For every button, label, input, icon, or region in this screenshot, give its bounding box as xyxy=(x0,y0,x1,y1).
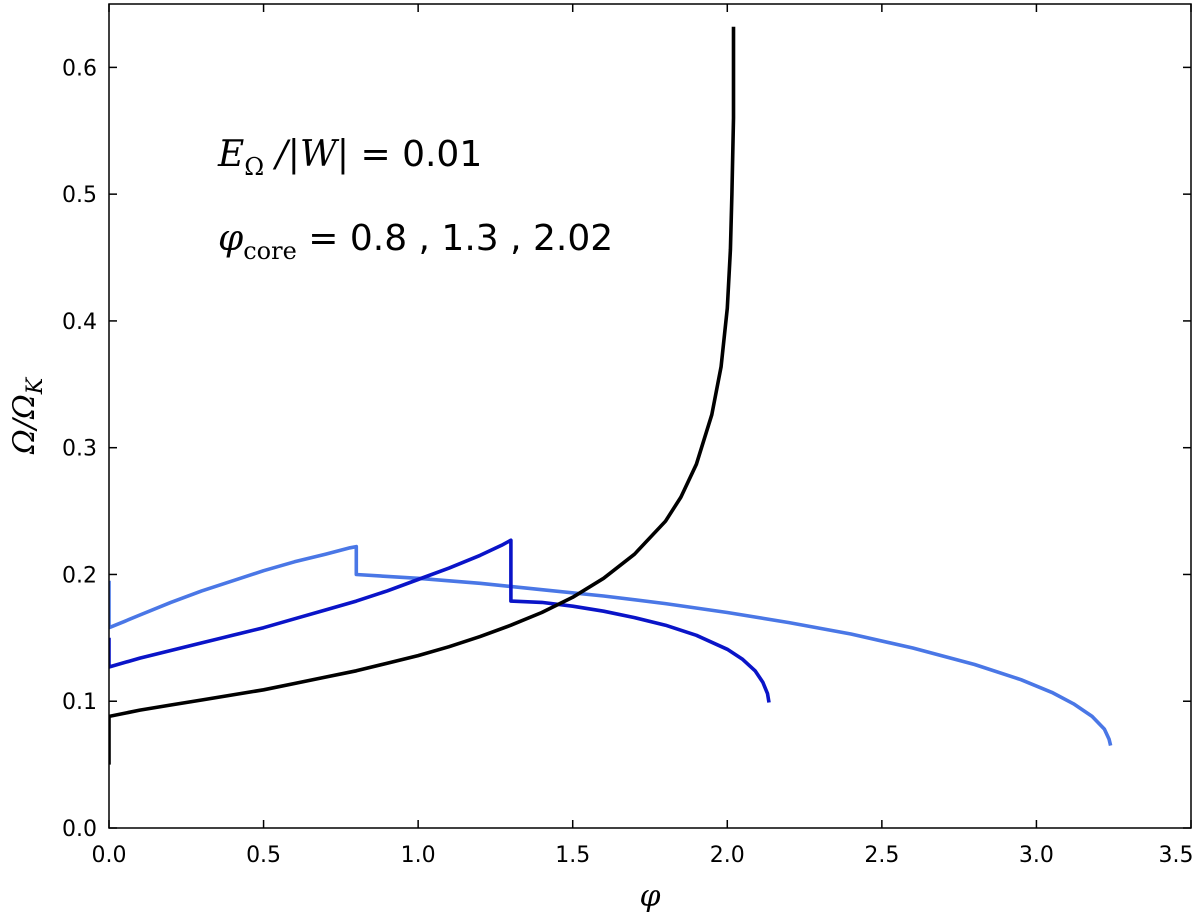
y-tick-label: 0.6 xyxy=(62,56,97,81)
y-axis-label: Ω/ΩK xyxy=(7,376,48,455)
x-tick-label: 0.0 xyxy=(92,843,127,868)
series-line-2 xyxy=(109,538,771,703)
y-tick-label: 0.1 xyxy=(62,690,97,715)
series-line-3 xyxy=(109,26,736,765)
y-axis-label-subscript: K xyxy=(23,376,48,395)
y-axis-label-main: Ω/Ω xyxy=(7,394,42,455)
x-tick-label: 2.0 xyxy=(710,843,745,868)
annotation-core-subscript: core xyxy=(243,237,297,265)
y-tick-label: 0.4 xyxy=(62,310,97,335)
x-axis-ticks: 0.0 0.5 1.0 1.5 2.0 2.5 3.0 3.5 xyxy=(92,4,1194,868)
series-layer xyxy=(109,26,1113,765)
annotation-core-values: φcore = 0.8 , 1.3 , 2.02 xyxy=(218,218,613,265)
y-tick-label: 0.2 xyxy=(62,563,97,588)
annotation-energy-subscript: Ω xyxy=(244,153,264,181)
annotation-energy-ratio: EΩ /|W| = 0.01 xyxy=(217,134,482,181)
annotation-core-symbol: φ xyxy=(218,218,244,259)
annotation-energy-value: = 0.01 xyxy=(349,134,482,175)
annotation-energy-denominator: /|W| xyxy=(264,134,349,175)
x-tick-label: 3.0 xyxy=(1019,843,1054,868)
x-axis-label: φ xyxy=(639,879,660,914)
x-tick-label: 1.0 xyxy=(401,843,436,868)
x-tick-label: 0.5 xyxy=(246,843,281,868)
x-tick-label: 3.5 xyxy=(1159,843,1194,868)
x-tick-label: 1.5 xyxy=(555,843,590,868)
x-tick-label: 2.5 xyxy=(864,843,899,868)
y-tick-label: 0.5 xyxy=(62,183,97,208)
series-line-1 xyxy=(109,544,1113,747)
axes-frame xyxy=(108,3,1192,829)
y-tick-label: 0.0 xyxy=(62,817,97,842)
annotation-energy-symbol: E xyxy=(217,134,244,175)
annotation-core-value: = 0.8 , 1.3 , 2.02 xyxy=(297,218,613,259)
y-axis-ticks: 0.0 0.1 0.2 0.3 0.4 0.5 0.6 xyxy=(62,56,1191,842)
y-tick-label: 0.3 xyxy=(62,437,97,462)
